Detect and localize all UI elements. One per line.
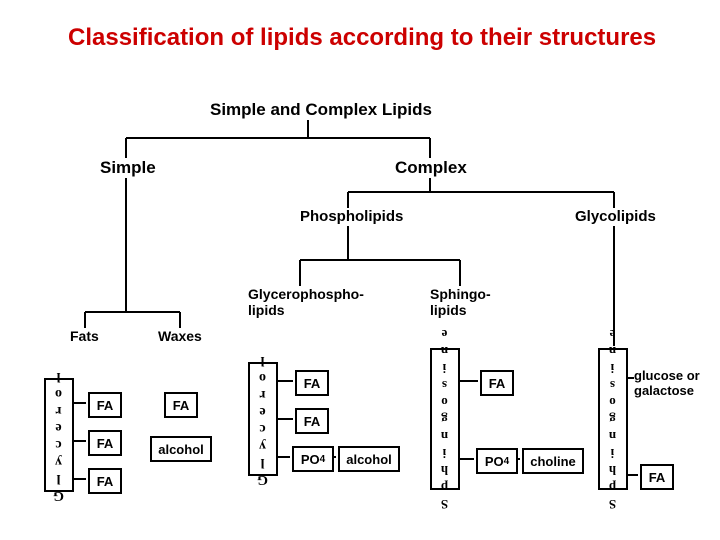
node-glucose: glucose or galactose: [634, 368, 700, 398]
po4-sub-2: 4: [504, 456, 510, 467]
node-complex: Complex: [395, 158, 467, 178]
waxes-fa: FA: [164, 392, 198, 418]
node-sphingo: Sphingo- lipids: [430, 286, 491, 318]
gpl-po4: PO4: [292, 446, 334, 472]
fats-fa1: FA: [88, 392, 122, 418]
fats-glycerol: Glycerol: [44, 378, 74, 492]
po4-label: PO: [301, 452, 320, 467]
sl-fa: FA: [480, 370, 514, 396]
node-fats: Fats: [70, 328, 99, 344]
node-simple: Simple: [100, 158, 156, 178]
node-waxes: Waxes: [158, 328, 202, 344]
node-glycerophospho: Glycerophospho- lipids: [248, 286, 364, 318]
gl-sphingosine: Sphingosine: [598, 348, 628, 490]
gpl-fa1: FA: [295, 370, 329, 396]
sl-choline: choline: [522, 448, 584, 474]
po4-label-2: PO: [485, 454, 504, 469]
node-phospholipids: Phospholipids: [300, 208, 403, 225]
po4-sub: 4: [320, 454, 326, 465]
gpl-alcohol: alcohol: [338, 446, 400, 472]
gl-fa: FA: [640, 464, 674, 490]
gpl-fa2: FA: [295, 408, 329, 434]
fats-fa3: FA: [88, 468, 122, 494]
fats-fa2: FA: [88, 430, 122, 456]
node-glycolipids: Glycolipids: [575, 208, 656, 225]
node-root: Simple and Complex Lipids: [210, 100, 432, 120]
waxes-alcohol: alcohol: [150, 436, 212, 462]
gpl-glycerol: Glycerol: [248, 362, 278, 476]
sl-po4: PO4: [476, 448, 518, 474]
page-title: Classification of lipids according to th…: [68, 24, 656, 52]
sl-sphingosine: Sphingosine: [430, 348, 460, 490]
